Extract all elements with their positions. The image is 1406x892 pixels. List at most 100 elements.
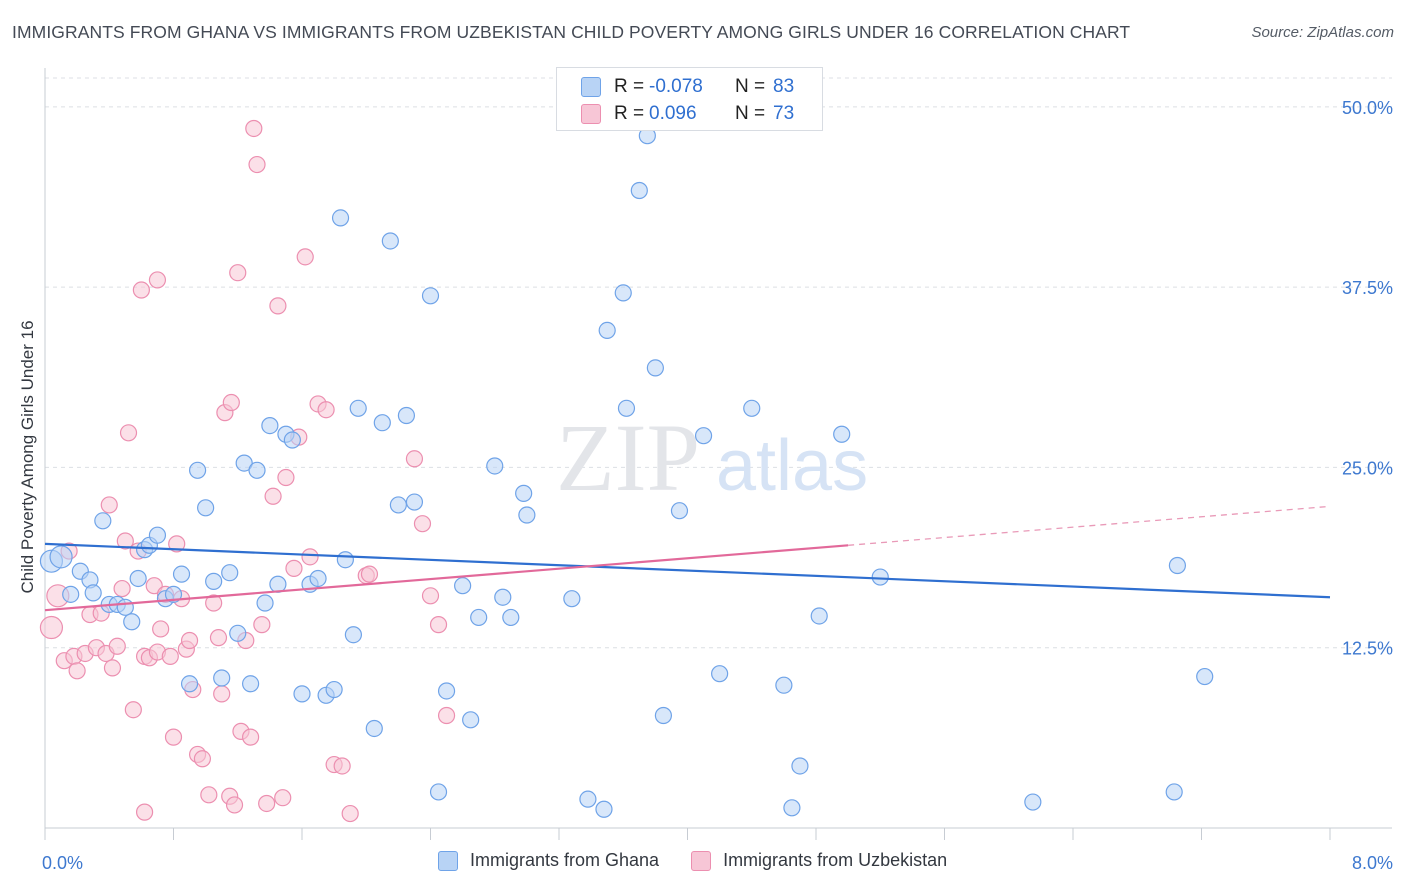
ghana-point [94, 512, 112, 530]
ghana-point [213, 669, 231, 687]
n-value: 83 [773, 76, 795, 97]
uzbekistan-point [258, 794, 276, 813]
ghana-point [172, 565, 191, 583]
stats-box: R = -0.078 N = 83 R = 0.096 N = 73 [556, 67, 823, 131]
uzbekistan-point [145, 577, 163, 595]
ghana-point [515, 484, 533, 502]
ghana-point [381, 232, 399, 250]
r-value: 0.096 [649, 103, 697, 124]
ghana-point [1168, 556, 1187, 575]
uzbekistan-point [135, 803, 154, 821]
legend-item-ghana[interactable]: Immigrants from Ghana [438, 850, 659, 871]
trend-lines [44, 505, 1331, 612]
ghana-point [563, 590, 581, 608]
ghana-point [180, 675, 199, 693]
ghana-point [518, 506, 536, 524]
uzbekistan-point [229, 264, 247, 282]
ghana-point [421, 287, 440, 305]
ghana-point [261, 416, 279, 435]
ghana-point [429, 783, 448, 801]
grid-lines [45, 77, 1392, 649]
uzbekistan-point [225, 796, 244, 814]
ghana-point [646, 359, 664, 377]
uzbekistan-point [245, 119, 263, 138]
uzbekistan-point [148, 271, 167, 289]
uzbekistan-point [222, 393, 240, 412]
uzbekistan-point [152, 620, 170, 638]
ghana-point [344, 626, 362, 644]
watermark: ZIP atlas [556, 404, 868, 511]
y-tick-label: 12.5% [1342, 639, 1393, 659]
ghana-point [454, 577, 472, 595]
axes [44, 68, 1392, 840]
uzbekistan-point [213, 685, 231, 703]
ghana-point [711, 665, 729, 683]
uzbekistan-point [242, 728, 260, 746]
uzbekistan-point [264, 487, 282, 505]
r-label: R = [614, 76, 645, 97]
data-points [39, 119, 1214, 823]
uzbekistan-point [103, 659, 122, 677]
ghana-point [437, 682, 456, 700]
legend-label-ghana: Immigrants from Ghana [470, 850, 660, 870]
uzbekistan-point [108, 637, 126, 655]
ghana-point [462, 711, 480, 729]
uzbekistan-point [341, 804, 359, 823]
ghana-point [373, 414, 391, 432]
uzbekistan-point [205, 594, 223, 612]
tick-labels: 12.5% 25.0% 37.5% 50.0% 0.0% 8.0% [42, 98, 1393, 873]
ghana-point [775, 676, 793, 694]
uzbekistan-point [119, 424, 138, 442]
stats-row-ghana: R = -0.078 N = 83 [557, 73, 822, 101]
uzbekistan-point [285, 559, 303, 577]
ghana-point [123, 613, 141, 631]
ghana-point [336, 551, 354, 569]
uzbekistan-point [113, 579, 131, 598]
uzbekistan-point [360, 565, 379, 583]
ghana-point [743, 399, 761, 417]
ghana-point [229, 624, 247, 642]
x-tick-label-max: 8.0% [1352, 853, 1393, 873]
ghana-point [630, 181, 648, 200]
ghana-point [397, 406, 416, 425]
uzbekistan-point [277, 468, 295, 487]
ghana-point [365, 719, 383, 738]
legend: Immigrants from Ghana Immigrants from Uz… [438, 850, 979, 871]
ghana-point [235, 454, 253, 472]
ghana-point [349, 399, 367, 417]
legend-item-uzbekistan[interactable]: Immigrants from Uzbekistan [691, 850, 947, 871]
stats-row-uzbekistan: R = 0.096 N = 73 [557, 100, 822, 128]
watermark-zip: ZIP [556, 404, 700, 511]
ghana-point [148, 526, 167, 544]
uzbekistan-point [274, 789, 292, 807]
uzbekistan-point [164, 728, 183, 746]
ghana-point [293, 685, 311, 703]
uzbekistan-point [317, 401, 335, 419]
ghana-point [833, 425, 851, 443]
ghana-point [694, 427, 713, 445]
ghana-point [486, 457, 504, 475]
ghana-point [205, 572, 223, 590]
y-tick-label: 37.5% [1342, 278, 1393, 298]
uzbekistan-point [193, 750, 212, 768]
uzbekistan-trend-line [44, 544, 849, 612]
ghana-point [283, 431, 301, 449]
uzbekistan-point [180, 631, 199, 650]
ghana-point [389, 496, 407, 514]
uzbekistan-point [253, 616, 271, 634]
ghana-trend-line [44, 542, 1331, 599]
ghana-point [617, 399, 636, 417]
ghana-point [248, 461, 266, 479]
uzbekistan-point [413, 515, 432, 533]
uzbekistan-trend-extension [848, 505, 1331, 546]
ghana-point [470, 608, 488, 627]
ghana-point [871, 568, 889, 586]
ghana-point [1165, 783, 1183, 801]
ghana-point [810, 607, 828, 625]
uzbekistan-point [39, 615, 64, 640]
source-label: Source: ZipAtlas.com [1251, 24, 1394, 41]
uzbekistan-point [116, 532, 134, 550]
r-label: R = [614, 103, 645, 124]
uzbekistan-point [68, 662, 86, 680]
